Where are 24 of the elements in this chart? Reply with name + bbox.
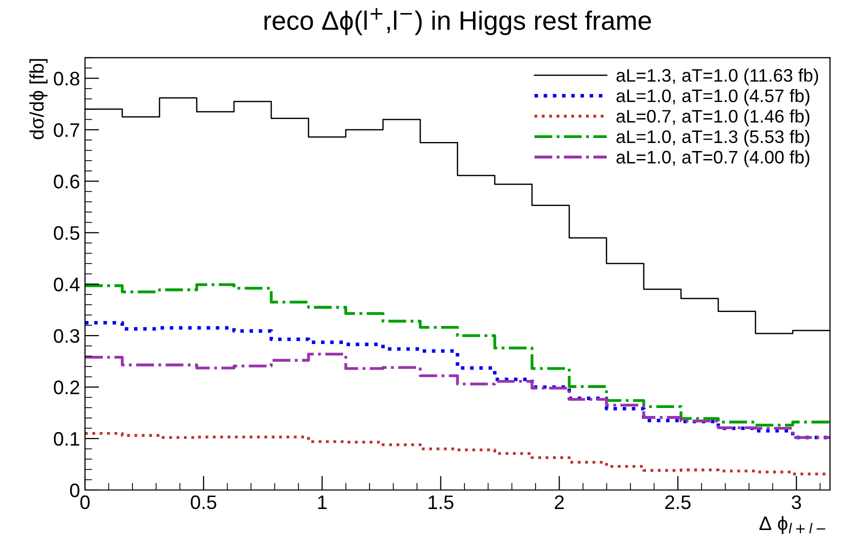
x-axis-title: Δ ϕ$_{l+l−}$ <box>759 516 826 534</box>
legend-label: aL=1.3, aT=1.0 (11.63 fb) <box>616 68 818 86</box>
x-tick-label: 2.5 <box>665 495 691 510</box>
legend-label: aL=1.0, aT=0.7 (4.00 fb) <box>616 150 810 168</box>
x-tick-label: 0.5 <box>190 495 216 510</box>
y-tick-label: 0 <box>70 483 80 498</box>
x-tick-label: 0 <box>80 495 90 510</box>
x-tick-label: 1 <box>318 496 327 509</box>
y-tick-label: 0.4 <box>54 278 80 292</box>
x-tick-label: 1.5 <box>428 496 454 510</box>
y-tick-label: 0.6 <box>54 174 80 188</box>
y-tick-label: 0.8 <box>54 72 80 86</box>
y-tick-label: 0.3 <box>54 329 80 343</box>
legend-label: aL=0.7, aT=1.0 (1.46 fb) <box>616 109 810 126</box>
x-tick-label: 2 <box>554 495 564 509</box>
y-axis-title: dσ/dϕ [fb] <box>29 59 48 140</box>
y-tick-label: 0.2 <box>54 380 80 394</box>
y-tick-label: 0.5 <box>54 226 80 240</box>
chart-title: reco Δϕ(l$^{+}$,l$^{−}$) in Higgs rest frame <box>264 8 651 36</box>
legend-label: aL=1.0, aT=1.0 (4.57 fb) <box>616 88 810 106</box>
x-tick-label: 3 <box>792 495 801 510</box>
y-tick-label: 0.7 <box>54 123 80 137</box>
y-tick-label: 0.1 <box>54 432 80 446</box>
legend-label: aL=1.0, aT=1.3 (5.53 fb) <box>616 130 810 147</box>
